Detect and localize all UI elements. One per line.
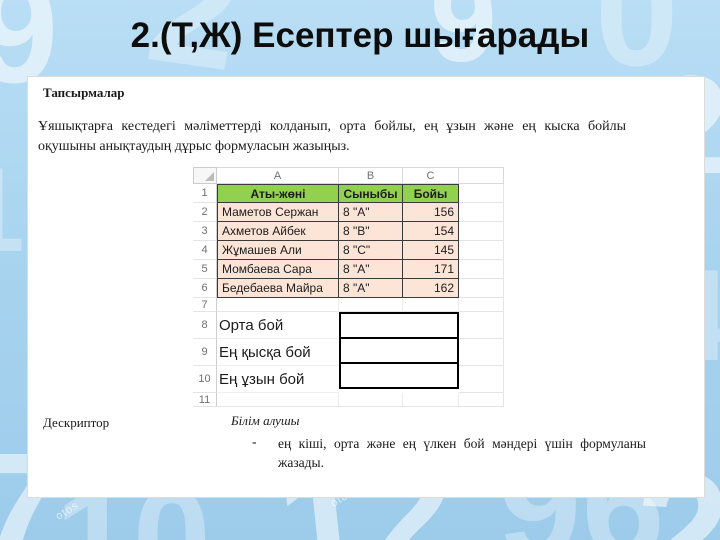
task-document: Тапсырмалар Ұяшықтарға кестедегі мәлімет…	[27, 76, 705, 498]
corner-triangle-icon	[205, 172, 214, 181]
column-letter-c: C	[403, 167, 459, 184]
empty-cell	[403, 393, 459, 407]
row-number: 8	[193, 312, 217, 339]
answer-box-average	[339, 312, 459, 339]
ghost-cell	[459, 298, 504, 312]
cell-height: 145	[403, 241, 459, 260]
row-number: 10	[193, 366, 217, 393]
background-number: 0	[595, 0, 679, 97]
column-letter-b: B	[339, 167, 403, 184]
cell-class: 8 "С"	[339, 241, 403, 260]
table-row: 4 Жұмашев Али 8 "С" 145	[193, 241, 504, 260]
answer-boxes	[339, 312, 459, 389]
ghost-cell	[459, 203, 504, 222]
task-heading: Тапсырмалар	[43, 85, 125, 100]
summary-label: Ең қысқа бой	[217, 339, 339, 366]
cell-name: Жұмашев Али	[217, 241, 339, 260]
summary-row: 9 Ең қысқа бой	[193, 339, 504, 366]
ghost-cell	[459, 312, 504, 339]
descriptor-bullet: - ең кіші, орта және ең үлкен бой мәндер…	[252, 434, 646, 472]
table-row: 2 Маметов Сержан 8 "А" 156	[193, 203, 504, 222]
empty-cell	[339, 393, 403, 407]
select-all-corner	[193, 167, 217, 184]
header-cell-height: Бойы	[403, 184, 459, 203]
table-row: 5 Момбаева Сара 8 "А" 171	[193, 260, 504, 279]
summary-label: Ең ұзын бой	[217, 366, 339, 393]
ghost-cell	[459, 366, 504, 393]
row-number: 1	[193, 184, 217, 203]
row-number: 7	[193, 298, 217, 312]
ghost-cell	[459, 339, 504, 366]
ghost-cell	[459, 393, 504, 407]
empty-row: 7	[193, 298, 504, 312]
cell-height: 171	[403, 260, 459, 279]
row-number: 3	[193, 222, 217, 241]
empty-cell	[339, 298, 403, 312]
cell-class: 8 "В"	[339, 222, 403, 241]
background-number: 9	[430, 0, 497, 87]
descriptor-subject: Білім алушы	[231, 413, 300, 428]
descriptor-label: Дескриптор	[43, 415, 110, 430]
column-letter-a: A	[217, 167, 339, 184]
empty-row: 11	[193, 393, 504, 407]
background-number: 1	[0, 150, 25, 270]
row-number: 6	[193, 279, 217, 298]
spreadsheet: A B C 1 Аты-жөні Сыныбы Бойы 2 Маметов С…	[193, 167, 504, 407]
summary-row: 8 Орта бой	[193, 312, 504, 339]
cell-name: Ахметов Айбек	[217, 222, 339, 241]
task-text: Ұяшықтарға кестедегі мәліметтерді колдан…	[38, 119, 626, 154]
ghost-cell	[459, 279, 504, 298]
ghost-cell	[459, 222, 504, 241]
cell-class: 8 "А"	[339, 279, 403, 298]
answer-box-shortest	[339, 337, 459, 364]
ghost-cell	[459, 241, 504, 260]
table-header-row: 1 Аты-жөні Сыныбы Бойы	[193, 184, 504, 203]
column-letter-ghost	[459, 167, 504, 184]
summary-label: Орта бой	[217, 312, 339, 339]
summary-row: 10 Ең ұзын бой	[193, 366, 504, 393]
bullet-text: ең кіші, орта және ең үлкен бой мәндері …	[278, 436, 646, 470]
empty-cell	[217, 393, 339, 407]
slide-title: 2.(Т,Ж) Есептер шығарады	[130, 16, 590, 55]
cell-height: 154	[403, 222, 459, 241]
cell-height: 156	[403, 203, 459, 222]
cell-name: Маметов Сержан	[217, 203, 339, 222]
row-number: 11	[193, 393, 217, 407]
cell-class: 8 "А"	[339, 203, 403, 222]
header-cell-class: Сыныбы	[339, 184, 403, 203]
row-number: 9	[193, 339, 217, 366]
table-row: 3 Ахметов Айбек 8 "В" 154	[193, 222, 504, 241]
ghost-cell	[459, 184, 504, 203]
bullet-dash: -	[252, 434, 257, 449]
cell-height: 162	[403, 279, 459, 298]
cell-name: Бедебаева Майра	[217, 279, 339, 298]
column-header-row: A B C	[193, 167, 504, 184]
empty-cell	[403, 298, 459, 312]
answer-box-tallest	[339, 362, 459, 389]
table-row: 6 Бедебаева Майра 8 "А" 162	[193, 279, 504, 298]
header-cell-name: Аты-жөні	[217, 184, 339, 203]
empty-cell	[217, 298, 339, 312]
row-number: 2	[193, 203, 217, 222]
row-number: 5	[193, 260, 217, 279]
row-number: 4	[193, 241, 217, 260]
ghost-cell	[459, 260, 504, 279]
cell-name: Момбаева Сара	[217, 260, 339, 279]
cell-class: 8 "А"	[339, 260, 403, 279]
